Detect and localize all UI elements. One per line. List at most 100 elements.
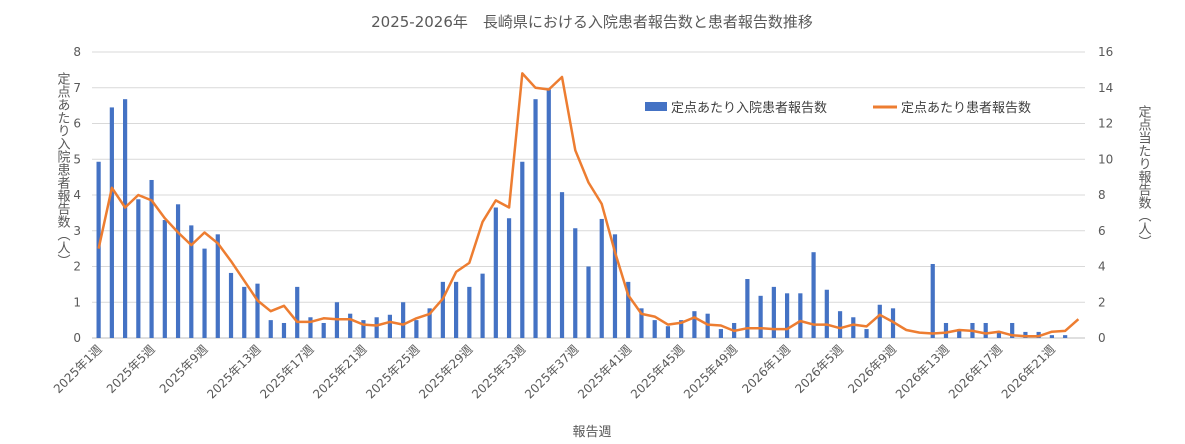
right-tick-label: 2 xyxy=(1098,295,1106,309)
bar xyxy=(175,204,181,338)
right-tick-label: 16 xyxy=(1098,45,1113,59)
bar xyxy=(943,322,949,338)
legend: 定点あたり入院患者報告数 定点あたり患者報告数 xyxy=(645,101,1031,116)
bar xyxy=(771,286,776,338)
x-tick-label: 2026年5週 xyxy=(792,342,846,396)
bar xyxy=(387,314,392,338)
left-tick-label: 2 xyxy=(73,260,81,274)
bar xyxy=(1049,335,1054,338)
bar xyxy=(586,266,591,338)
bar xyxy=(228,272,234,338)
bar xyxy=(546,89,551,338)
right-tick-label: 8 xyxy=(1098,188,1106,202)
left-tick-label: 7 xyxy=(73,81,81,95)
bar xyxy=(268,320,273,338)
bar xyxy=(109,107,114,338)
bar xyxy=(454,281,459,338)
bar xyxy=(493,207,498,338)
bar xyxy=(427,308,432,338)
bar xyxy=(665,326,671,338)
right-tick-label: 12 xyxy=(1098,117,1113,131)
right-tick-label: 4 xyxy=(1098,260,1106,274)
left-tick-label: 0 xyxy=(73,331,81,345)
bar xyxy=(321,322,326,338)
bar xyxy=(612,234,618,338)
x-tick-label: 2025年29週 xyxy=(416,342,475,401)
bar xyxy=(215,234,220,338)
x-tick-label: 2025年5週 xyxy=(104,342,158,396)
left-tick-label: 6 xyxy=(73,117,81,131)
x-tick-label: 2025年17週 xyxy=(257,342,316,401)
bar xyxy=(401,302,406,338)
bar xyxy=(255,283,260,338)
left-tick-label: 5 xyxy=(73,152,81,166)
x-tick-label: 2026年13週 xyxy=(893,342,952,401)
x-tick-label: 2025年41週 xyxy=(575,342,634,401)
bar xyxy=(930,263,935,338)
bar xyxy=(599,218,604,338)
bar xyxy=(983,322,988,338)
bar xyxy=(361,320,366,338)
bar xyxy=(652,320,657,338)
bar xyxy=(202,248,207,338)
bar xyxy=(957,329,962,338)
bar xyxy=(480,273,485,338)
bar xyxy=(837,311,843,338)
x-tick-label: 2025年33週 xyxy=(469,342,528,401)
line-series xyxy=(97,72,1080,338)
x-tick-label: 2025年1週 xyxy=(51,342,105,396)
right-tick-label: 0 xyxy=(1098,331,1106,345)
bar xyxy=(758,295,763,338)
x-tick-label: 2025年13週 xyxy=(204,342,263,401)
bar xyxy=(692,311,697,338)
bar xyxy=(308,317,313,338)
legend-bar-label: 定点あたり入院患者報告数 xyxy=(671,101,827,116)
bar xyxy=(189,225,194,338)
bar xyxy=(136,199,141,338)
x-tick-label: 2025年21週 xyxy=(310,342,369,401)
left-tick-label: 4 xyxy=(73,188,81,202)
bar xyxy=(149,179,154,338)
bar xyxy=(679,320,684,338)
bar xyxy=(573,228,578,338)
x-axis-ticks: 2025年1週 2025年5週 2025年9週2025年13週2025年17週202… xyxy=(51,342,1058,401)
bar xyxy=(414,320,419,338)
bar xyxy=(506,218,512,338)
x-tick-label: 2025年49週 xyxy=(681,342,740,401)
bar xyxy=(520,161,525,338)
bar xyxy=(811,252,816,338)
bar xyxy=(785,293,790,338)
x-axis-title: 報告週 xyxy=(572,425,611,440)
bar xyxy=(798,293,803,338)
bar xyxy=(295,286,300,338)
bar-series xyxy=(96,89,1068,338)
bar xyxy=(96,161,101,338)
left-tick-label: 1 xyxy=(73,295,81,309)
bar xyxy=(877,304,882,338)
legend-bar-swatch xyxy=(645,102,667,111)
line-path xyxy=(97,72,1080,338)
bar xyxy=(1063,335,1068,338)
bar xyxy=(348,313,353,338)
bar xyxy=(1010,322,1015,338)
bar xyxy=(996,331,1002,338)
bar xyxy=(162,220,167,338)
bar xyxy=(626,281,631,338)
bar xyxy=(242,286,247,338)
x-tick-label: 2025年25週 xyxy=(363,342,422,401)
left-tick-label: 3 xyxy=(73,224,81,238)
bar xyxy=(824,289,829,338)
x-tick-label: 2026年21週 xyxy=(999,342,1058,401)
right-y-axis-title: 定点当たり報告数（人） xyxy=(1136,105,1152,248)
bar xyxy=(864,329,869,338)
right-y-axis-ticks: 0 2 4 6 8 10 12 14 16 xyxy=(1098,45,1113,345)
left-y-axis-title: 定点あたり入院患者報告数（人） xyxy=(55,72,71,267)
bar xyxy=(281,322,287,338)
bar xyxy=(467,286,472,338)
x-tick-label: 2025年37週 xyxy=(522,342,581,401)
x-tick-label: 2026年17週 xyxy=(946,342,1005,401)
left-y-axis-ticks: 0 1 2 3 4 5 6 7 8 xyxy=(73,45,81,345)
bar xyxy=(533,99,538,338)
bar xyxy=(374,317,379,338)
